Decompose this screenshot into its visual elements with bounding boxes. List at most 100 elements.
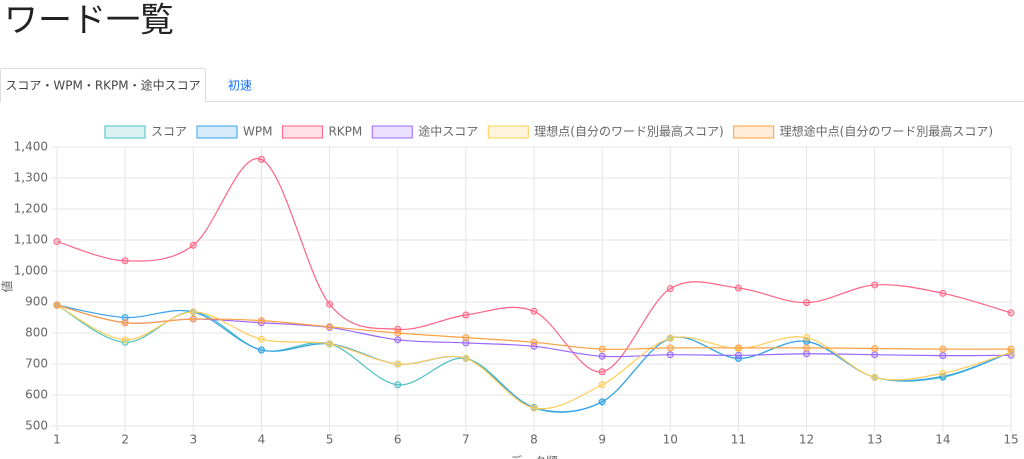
data-point xyxy=(939,345,947,353)
data-point xyxy=(530,307,538,315)
x-tick-label: 4 xyxy=(258,433,266,447)
legend-label: 理想点(自分のワード別最高スコア) xyxy=(534,124,723,139)
legend-label: WPM xyxy=(243,125,272,139)
data-point xyxy=(53,301,61,309)
x-tick-label: 10 xyxy=(663,433,678,447)
legend-label: 途中スコア xyxy=(418,124,478,139)
data-point xyxy=(326,300,334,308)
y-tick-label: 1,300 xyxy=(14,171,48,185)
legend-swatch xyxy=(196,125,238,139)
data-point xyxy=(121,336,129,344)
data-point xyxy=(734,284,742,292)
data-point xyxy=(121,257,129,265)
legend-label: スコア xyxy=(151,125,187,139)
series-line xyxy=(56,158,1012,373)
data-point xyxy=(257,155,265,163)
legend-swatch xyxy=(104,125,146,139)
data-point xyxy=(803,299,811,307)
page-title: ワード一覧 xyxy=(4,1,174,41)
y-tick-label: 800 xyxy=(25,326,48,340)
y-tick-label: 1,000 xyxy=(14,264,48,278)
x-tick-label: 1 xyxy=(53,433,61,447)
series-line xyxy=(56,304,1012,410)
data-point xyxy=(598,368,606,376)
tab-label[interactable]: 初速 xyxy=(228,79,252,93)
data-point xyxy=(394,336,402,344)
data-point xyxy=(939,289,947,297)
y-tick-label: 900 xyxy=(25,295,48,309)
data-point xyxy=(121,314,129,321)
data-point xyxy=(257,335,265,343)
series-line xyxy=(56,304,1012,358)
x-axis-label: データ順 xyxy=(510,454,558,459)
data-point xyxy=(257,346,265,354)
data-point xyxy=(326,323,334,331)
data-point xyxy=(462,311,470,319)
x-tick-label: 7 xyxy=(462,433,470,447)
data-point xyxy=(871,351,879,359)
series-line xyxy=(56,304,1012,350)
data-point xyxy=(462,354,470,362)
data-point xyxy=(121,319,129,327)
data-point xyxy=(326,340,334,348)
legend-label: 理想途中点(自分のワード別最高スコア) xyxy=(780,124,993,139)
legend-label: RKPM xyxy=(328,125,362,139)
data-point xyxy=(1007,309,1015,317)
legend-swatch xyxy=(733,125,775,139)
x-tick-label: 13 xyxy=(867,433,882,447)
legend-swatch xyxy=(281,125,323,139)
x-tick-label: 6 xyxy=(394,433,402,447)
x-tick-label: 5 xyxy=(326,433,334,447)
y-tick-label: 1,100 xyxy=(14,233,48,247)
y-tick-label: 1,200 xyxy=(14,202,48,216)
data-point xyxy=(394,381,402,389)
data-point xyxy=(598,381,606,389)
data-point xyxy=(257,317,265,325)
x-tick-label: 14 xyxy=(935,433,950,447)
data-point xyxy=(189,308,197,316)
y-tick-label: 600 xyxy=(25,388,48,402)
x-tick-label: 3 xyxy=(189,433,197,447)
data-point xyxy=(530,338,538,346)
data-point xyxy=(189,241,197,249)
x-tick-label: 8 xyxy=(530,433,538,447)
tab-label[interactable]: スコア・WPM・RKPM・途中スコア xyxy=(5,78,200,93)
y-axis-label: 値 xyxy=(0,280,15,292)
data-point xyxy=(666,344,674,352)
y-tick-label: 500 xyxy=(25,419,48,433)
data-point xyxy=(598,345,606,353)
data-point xyxy=(803,350,811,358)
x-tick-label: 12 xyxy=(799,433,814,447)
data-point xyxy=(803,344,811,352)
x-tick-label: 9 xyxy=(598,433,606,447)
legend-swatch xyxy=(487,125,529,139)
data-point xyxy=(939,352,947,360)
data-point xyxy=(666,334,674,342)
data-point xyxy=(666,285,674,293)
data-point xyxy=(734,351,742,359)
data-point xyxy=(598,352,606,360)
data-point xyxy=(394,360,402,368)
x-tick-label: 15 xyxy=(1003,433,1018,447)
data-point xyxy=(462,339,470,347)
data-point xyxy=(939,369,947,377)
x-tick-label: 11 xyxy=(731,433,746,447)
data-point xyxy=(189,315,197,323)
active-tab[interactable] xyxy=(0,68,206,103)
data-point xyxy=(53,238,61,246)
data-point xyxy=(598,398,606,406)
data-point xyxy=(394,329,402,337)
x-tick-label: 2 xyxy=(121,433,129,447)
data-point xyxy=(666,351,674,359)
data-point xyxy=(462,334,470,342)
data-point xyxy=(734,344,742,352)
data-point xyxy=(803,334,811,342)
data-point xyxy=(871,281,879,289)
data-point xyxy=(871,345,879,352)
data-point xyxy=(1007,345,1015,353)
y-tick-label: 1,400 xyxy=(14,140,48,154)
data-point xyxy=(530,404,538,412)
legend-swatch xyxy=(371,125,413,139)
